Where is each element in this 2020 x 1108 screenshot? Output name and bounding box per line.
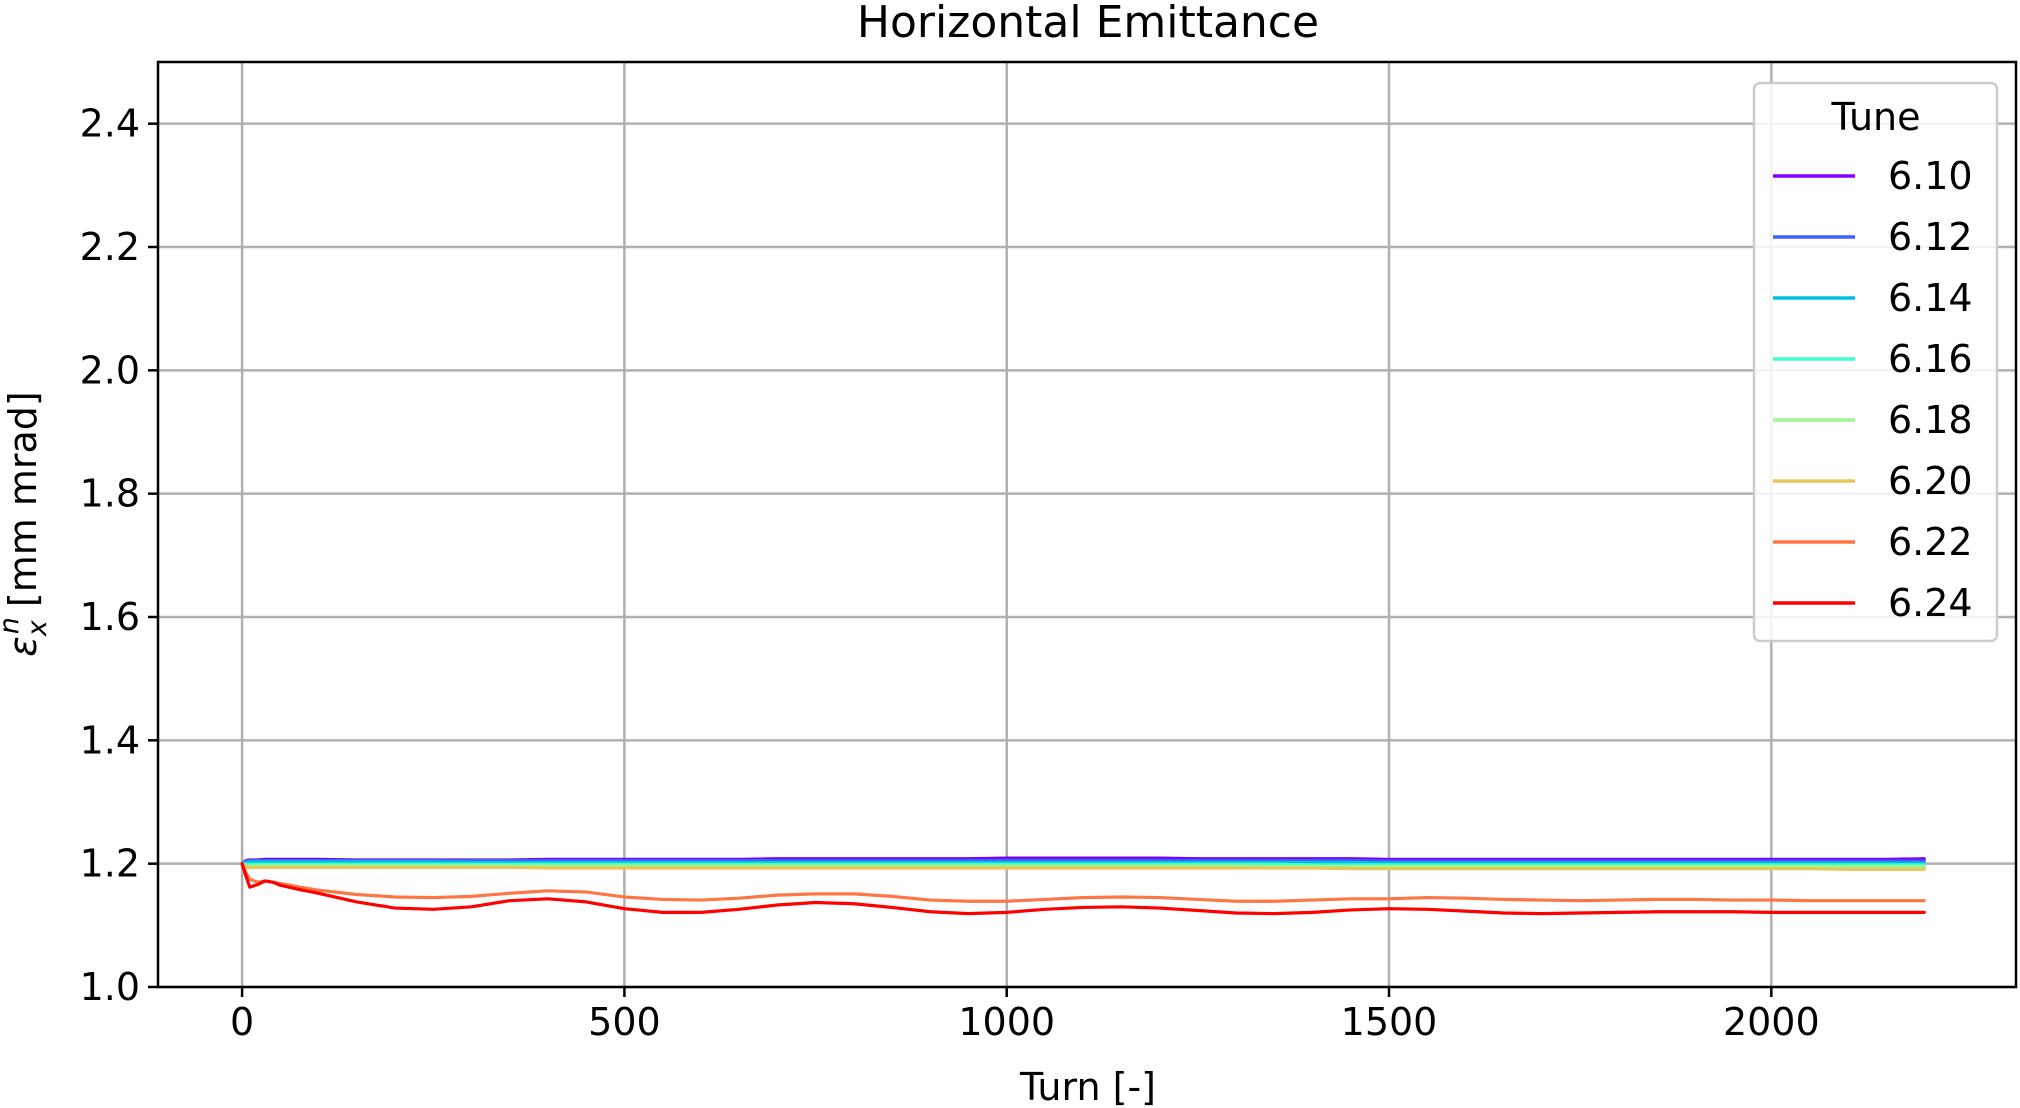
series-line-6.22 <box>240 862 1926 903</box>
x-tick-label: 1000 <box>958 1000 1055 1044</box>
x-tick-label: 0 <box>230 1000 254 1044</box>
legend-title: Tune <box>1831 95 1921 139</box>
legend-entries: 6.10 6.12 6.14 6.16 6.18 6.20 6.22 6.24 <box>1773 154 1973 625</box>
y-tick-label: 1.4 <box>80 718 140 762</box>
series-line-6.16 <box>240 862 1926 867</box>
y-tick-label: 2.2 <box>80 225 140 269</box>
y-tick-label: 1.8 <box>80 472 140 516</box>
y-tick-label: 2.0 <box>80 348 140 392</box>
legend-label-6.24: 6.24 <box>1888 581 1973 625</box>
legend-label-6.20: 6.20 <box>1888 459 1973 503</box>
axis-ticks: 0 500 1000 1500 2000 1.0 1.2 1.4 1.6 1.8 2.0 2.2 2.4 <box>80 102 1820 1044</box>
series-line-6.24 <box>240 862 1926 916</box>
y-tick-label: 1.6 <box>80 595 140 639</box>
legend-box <box>1752 81 1999 643</box>
y-axis-subscript: x <box>22 619 53 637</box>
y-tick-label: 1.0 <box>80 965 140 1009</box>
legend-label-6.10: 6.10 <box>1888 154 1973 198</box>
legend-label-6.18: 6.18 <box>1888 398 1973 442</box>
y-axis-superscript: n <box>0 617 25 634</box>
series-line-6.14 <box>240 860 1926 866</box>
y-tick-label: 1.2 <box>80 842 140 886</box>
plot-frame <box>156 60 2018 989</box>
series-line-6.20 <box>240 862 1926 871</box>
x-axis-label: Turn [-] <box>1019 1065 1156 1108</box>
x-tick-label: 500 <box>588 1000 661 1044</box>
legend: Tune 6.10 6.12 6.14 6.16 6.18 6.20 6.22 6.24 <box>1752 81 1999 643</box>
y-tick-label: 2.4 <box>80 102 140 146</box>
y-axis-unit: [mm mrad] <box>1 391 45 607</box>
chart-title: Horizontal Emittance <box>857 0 1319 48</box>
legend-label-6.16: 6.16 <box>1888 337 1973 381</box>
y-axis-label: εxn [mm mrad] <box>0 391 53 656</box>
legend-label-6.22: 6.22 <box>1888 520 1973 564</box>
y-axis-symbol: ε <box>1 636 45 657</box>
x-tick-label: 2000 <box>1723 1000 1820 1044</box>
grid <box>158 62 2016 989</box>
legend-label-6.14: 6.14 <box>1888 276 1973 320</box>
x-tick-label: 1500 <box>1341 1000 1438 1044</box>
legend-label-6.12: 6.12 <box>1888 215 1973 259</box>
series-lines <box>240 856 1926 916</box>
